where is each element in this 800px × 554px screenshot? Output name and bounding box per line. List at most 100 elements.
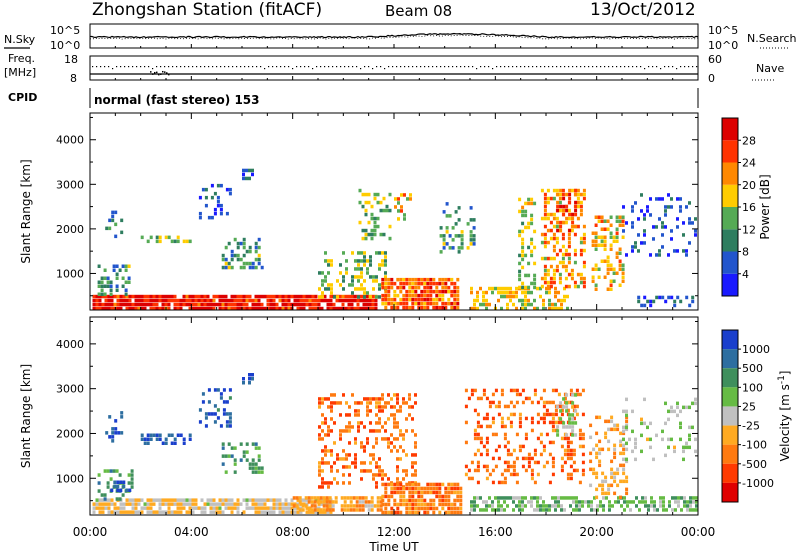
velocity-cell xyxy=(379,496,383,500)
power-cell xyxy=(317,306,321,311)
power-cell xyxy=(358,220,362,225)
velocity-cell xyxy=(399,405,402,409)
power-cell xyxy=(564,252,568,257)
velocity-cell xyxy=(376,500,380,504)
power-cell xyxy=(335,298,339,303)
velocity-cell xyxy=(134,506,138,510)
power-cell xyxy=(609,215,613,219)
velocity-cell xyxy=(318,465,321,469)
velocity-cell xyxy=(396,437,399,441)
power-cell xyxy=(257,302,261,307)
power-colorbar-label: 4 xyxy=(742,268,749,281)
power-cell xyxy=(574,188,578,193)
velocity-cell xyxy=(387,437,390,441)
velocity-cell xyxy=(360,401,363,405)
velocity-cell xyxy=(384,473,387,477)
velocity-cell xyxy=(581,500,584,504)
nave-dot xyxy=(684,66,686,68)
nave-dot xyxy=(600,66,602,68)
velocity-cell xyxy=(130,473,134,477)
velocity-cell xyxy=(607,447,611,452)
power-cell xyxy=(549,212,553,217)
velocity-cell xyxy=(447,510,451,515)
velocity-cell xyxy=(485,448,489,453)
velocity-cell xyxy=(354,465,357,469)
power-cell xyxy=(203,294,207,299)
nave-dot xyxy=(416,66,418,68)
velocity-cell xyxy=(357,401,360,405)
velocity-cell xyxy=(625,397,628,402)
velocity-cell xyxy=(691,401,694,406)
power-cell xyxy=(254,302,258,307)
power-cell xyxy=(356,306,360,311)
velocity-cell xyxy=(542,400,546,405)
velocity-cell xyxy=(473,432,477,437)
velocity-cell xyxy=(556,433,560,437)
power-cell xyxy=(445,202,449,206)
power-cell xyxy=(603,275,607,279)
xtick-label: 16:00 xyxy=(478,525,513,539)
velocity-cell xyxy=(518,392,522,397)
velocity-cell xyxy=(512,404,516,409)
velocity-cell xyxy=(616,423,620,428)
velocity-cell xyxy=(318,405,321,409)
power-cell xyxy=(212,302,216,307)
velocity-cell xyxy=(363,461,366,465)
velocity-cell xyxy=(173,510,177,514)
velocity-cell xyxy=(578,436,582,441)
nave-dot xyxy=(388,66,390,68)
power-cell xyxy=(369,259,372,263)
power-cell xyxy=(441,297,445,302)
velocity-cell xyxy=(113,502,117,506)
velocity-cell xyxy=(305,510,309,514)
velocity-cell xyxy=(569,448,573,453)
power-cell xyxy=(327,271,330,275)
power-cell xyxy=(376,192,380,197)
velocity-cell xyxy=(616,471,620,476)
velocity-cell xyxy=(92,502,96,506)
nave-dot xyxy=(612,66,614,68)
power-cell xyxy=(365,302,369,307)
power-cell xyxy=(597,219,601,223)
power-cell xyxy=(558,208,562,213)
velocity-cell xyxy=(346,504,350,508)
power-cell xyxy=(456,305,460,310)
velocity-cell xyxy=(367,500,371,504)
velocity-cell xyxy=(390,506,394,511)
velocity-cell xyxy=(674,500,677,504)
power-cell xyxy=(372,275,375,279)
velocity-cell xyxy=(305,498,309,502)
velocity-cell xyxy=(149,502,153,506)
velocity-region-11 xyxy=(464,388,585,485)
power-cell xyxy=(354,275,357,279)
power-cell xyxy=(357,295,360,299)
power-cell xyxy=(594,235,598,239)
velocity-cell xyxy=(571,425,575,429)
power-cell xyxy=(555,224,559,229)
power-cell xyxy=(384,271,387,275)
power-cell xyxy=(552,224,556,229)
velocity-cell xyxy=(167,502,171,506)
velocity-cell xyxy=(116,480,120,484)
freq-label-bottom: [MHz] xyxy=(4,66,36,79)
velocity-cell xyxy=(601,483,605,488)
power-cell xyxy=(591,239,595,243)
power-cell xyxy=(351,291,354,295)
velocity-cell xyxy=(479,436,483,441)
power-cell xyxy=(549,236,553,241)
velocity-cell xyxy=(323,498,327,502)
velocity-cell xyxy=(518,424,522,429)
power-cell xyxy=(676,249,679,253)
power-cell xyxy=(435,293,439,298)
power-cell xyxy=(521,213,525,218)
velocity-cell xyxy=(369,421,372,425)
velocity-cell xyxy=(399,429,402,433)
velocity-cell xyxy=(491,416,495,421)
power-cell xyxy=(618,219,622,223)
velocity-cell xyxy=(325,504,329,508)
power-cell xyxy=(127,264,131,268)
power-cell xyxy=(245,176,248,181)
power-cell xyxy=(405,297,409,302)
velocity-cell xyxy=(110,502,114,506)
power-cell xyxy=(570,188,574,193)
